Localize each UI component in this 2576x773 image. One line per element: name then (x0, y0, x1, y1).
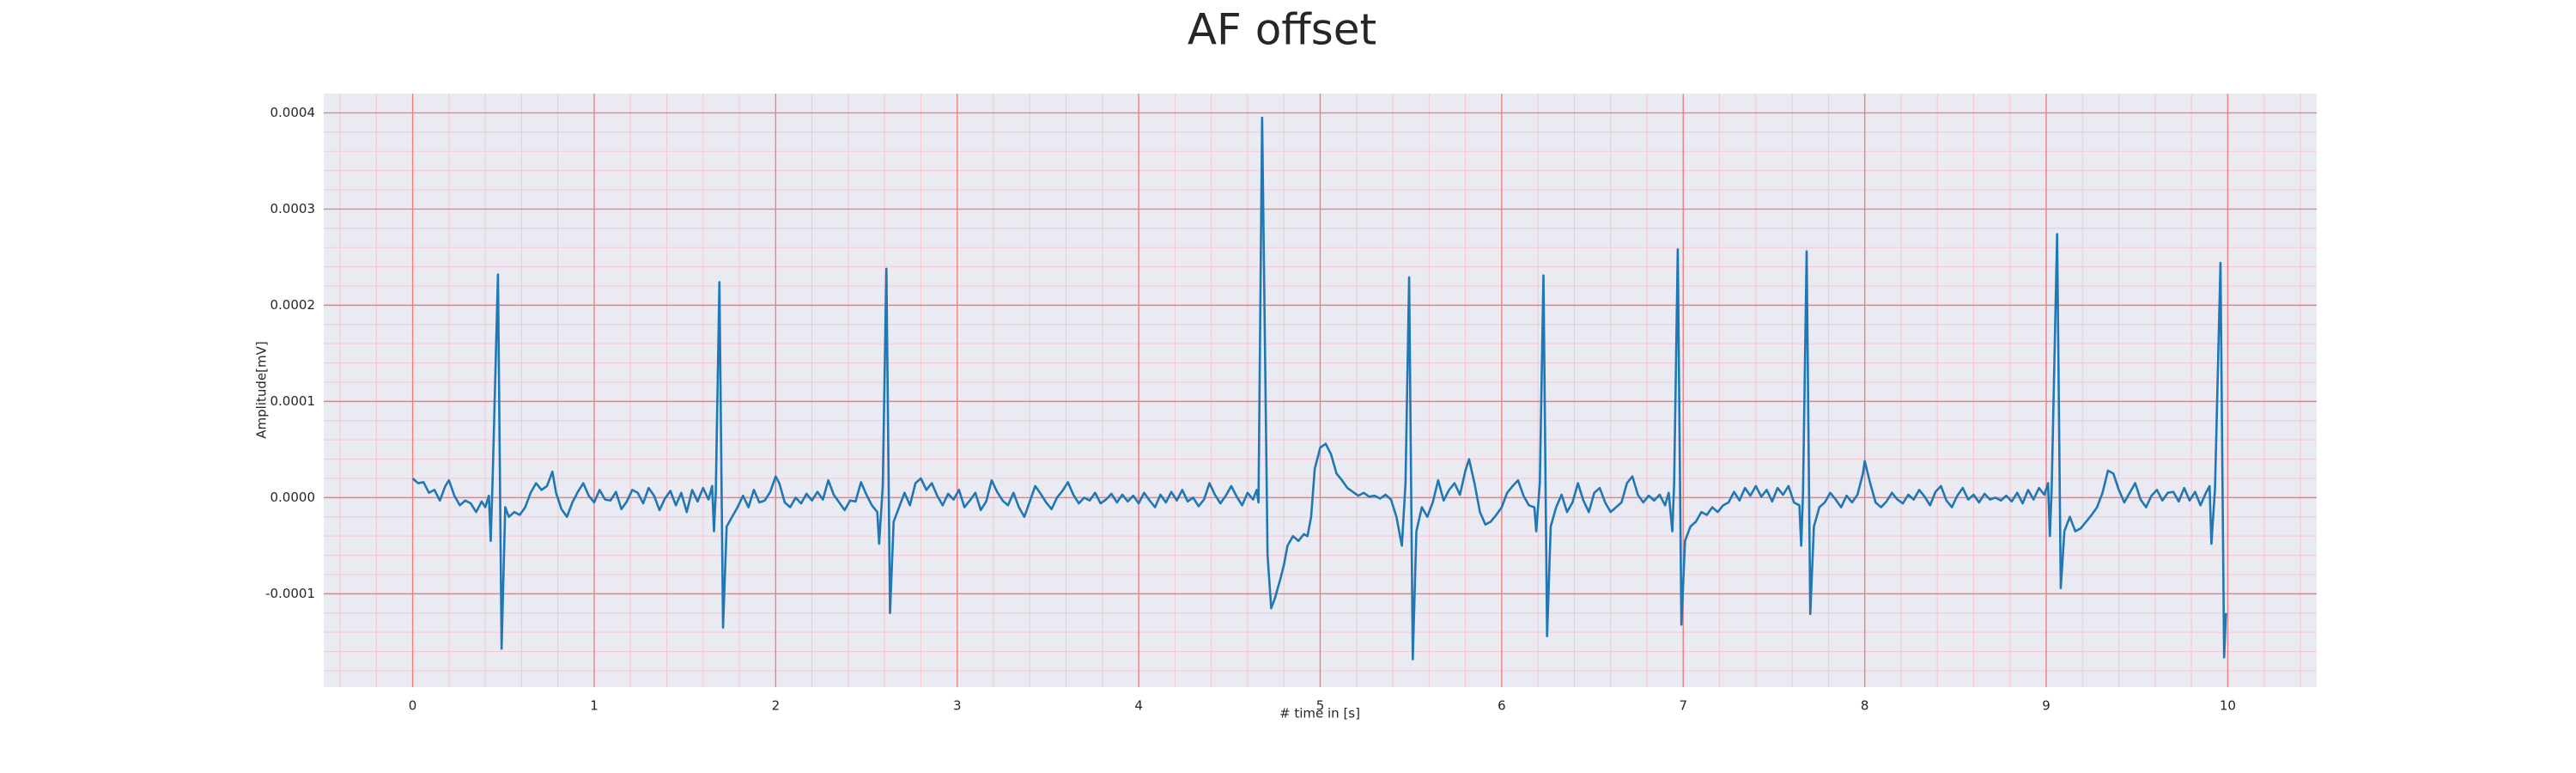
x-tick-label: 10 (2220, 698, 2236, 714)
x-tick-label: 7 (1679, 698, 1687, 714)
x-tick-label: 4 (1134, 698, 1143, 714)
grid (324, 94, 2317, 687)
x-tick-label: 0 (409, 698, 417, 714)
x-tick-label: 8 (1861, 698, 1869, 714)
y-tick-label: 0.0003 (270, 201, 316, 216)
y-tick-label: 0.0004 (270, 105, 316, 120)
x-tick-label: 1 (590, 698, 598, 714)
x-tick-label: 6 (1498, 698, 1506, 714)
chart-title: AF offset (1188, 5, 1376, 55)
x-axis-label: # time in [s] (1279, 706, 1360, 721)
y-tick-label: -0.0001 (265, 586, 315, 601)
x-tick-label: 5 (1316, 698, 1325, 714)
y-axis-label: Amplitude[mV] (254, 341, 270, 438)
y-tick-label: 0.0000 (270, 490, 316, 505)
x-tick-label: 9 (2042, 698, 2050, 714)
y-tick-label: 0.0002 (270, 297, 316, 313)
x-tick-label: 2 (772, 698, 781, 714)
signal-line (411, 116, 2227, 660)
x-tick-label: 3 (953, 698, 962, 714)
y-tick-label: 0.0001 (270, 393, 316, 409)
